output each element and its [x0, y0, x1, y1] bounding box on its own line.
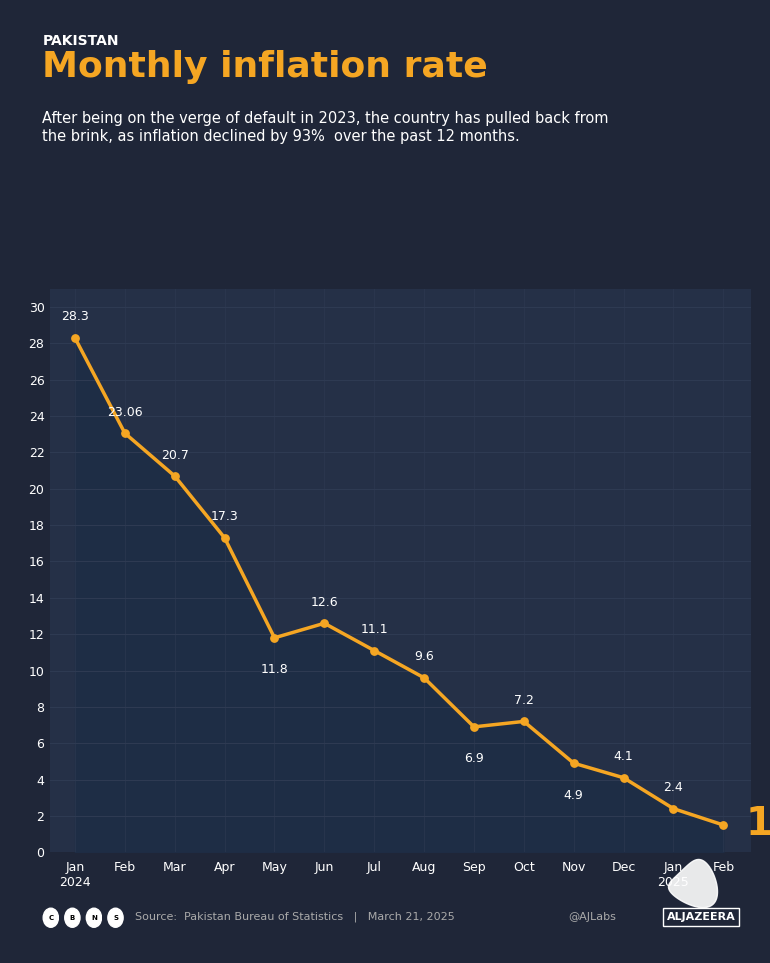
Circle shape	[108, 908, 123, 927]
Text: 6.9: 6.9	[464, 752, 484, 766]
Point	[119, 426, 131, 441]
Text: 9.6: 9.6	[414, 650, 434, 664]
Point	[318, 615, 330, 631]
Text: 20.7: 20.7	[161, 449, 189, 461]
Text: ALJAZEERA: ALJAZEERA	[667, 912, 735, 922]
Circle shape	[65, 908, 80, 927]
Text: 11.8: 11.8	[260, 664, 288, 676]
Text: 4.1: 4.1	[614, 750, 634, 764]
Text: 12.6: 12.6	[310, 596, 338, 609]
Text: 2.4: 2.4	[664, 781, 683, 794]
Text: S: S	[113, 915, 118, 921]
Text: 11.1: 11.1	[360, 623, 388, 636]
Point	[517, 714, 530, 729]
Point	[468, 719, 480, 735]
Text: B: B	[70, 915, 75, 921]
Text: After being on the verge of default in 2023, the country has pulled back from: After being on the verge of default in 2…	[42, 111, 609, 126]
Text: the brink, as inflation declined by 93%  over the past 12 months.: the brink, as inflation declined by 93% …	[42, 129, 520, 144]
Text: PAKISTAN: PAKISTAN	[42, 34, 119, 48]
Text: 4.9: 4.9	[564, 789, 584, 801]
Text: 1.5: 1.5	[746, 804, 770, 843]
Text: @AJLabs: @AJLabs	[568, 912, 616, 922]
Text: 23.06: 23.06	[107, 405, 142, 419]
Point	[618, 770, 630, 786]
Point	[69, 330, 81, 346]
Text: 28.3: 28.3	[61, 310, 89, 324]
Text: 17.3: 17.3	[211, 510, 239, 523]
Text: N: N	[91, 915, 97, 921]
Point	[169, 468, 181, 483]
Point	[717, 818, 729, 833]
Point	[368, 643, 380, 659]
Point	[219, 531, 231, 546]
Point	[418, 670, 430, 686]
Circle shape	[86, 908, 102, 927]
Polygon shape	[668, 859, 718, 907]
Point	[668, 801, 680, 817]
Text: C: C	[49, 915, 53, 921]
Text: Monthly inflation rate: Monthly inflation rate	[42, 50, 488, 84]
Circle shape	[43, 908, 59, 927]
Point	[268, 630, 280, 645]
Point	[567, 756, 580, 771]
Text: 7.2: 7.2	[514, 694, 534, 707]
Text: Source:  Pakistan Bureau of Statistics   |   March 21, 2025: Source: Pakistan Bureau of Statistics | …	[135, 912, 454, 922]
